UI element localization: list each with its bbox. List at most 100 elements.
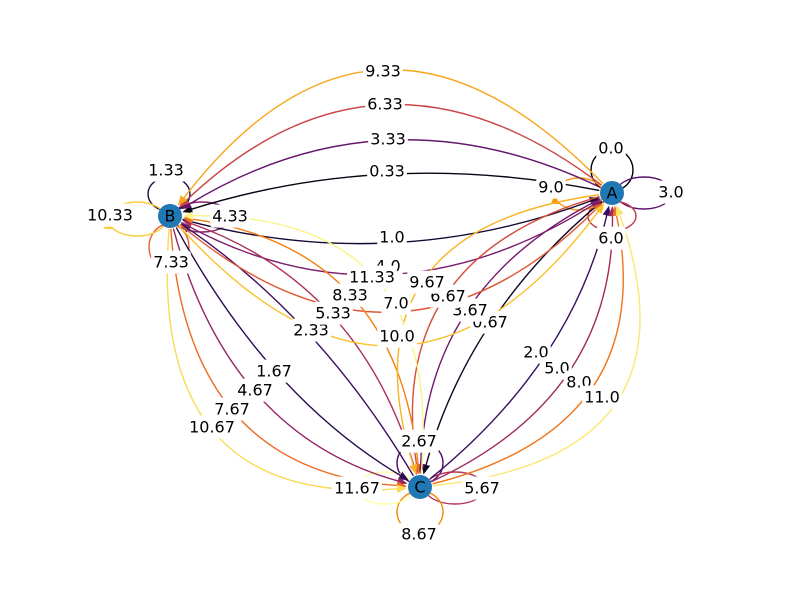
edge-label-bbox	[367, 159, 407, 183]
edge-label-group: 3.33	[368, 127, 408, 151]
edge-label-bbox	[365, 92, 405, 116]
edge-weight-label-9.33: 9.33	[365, 62, 401, 81]
edge-weight-label-9.0: 9.0	[538, 178, 563, 197]
edge-label-bbox	[313, 301, 353, 325]
edge-weight-label-10.67: 10.67	[189, 418, 235, 437]
edge-label-bbox	[363, 59, 403, 83]
edge-arrowhead	[398, 471, 409, 481]
edge-label-group: 9.33	[363, 59, 403, 83]
edge-weight-label-6.0: 6.0	[598, 229, 623, 248]
self-loop-arrowhead	[550, 194, 560, 204]
edge-weight-label-8.67: 8.67	[401, 525, 437, 544]
edge-weight-label-4.33: 4.33	[212, 207, 248, 226]
edge-label-group: 9.67	[407, 270, 447, 294]
edge-weight-label-2.0: 2.0	[523, 343, 548, 362]
edge-label-bbox	[146, 158, 186, 182]
edge-arrowhead	[590, 199, 602, 209]
edge-arrowhead	[422, 463, 431, 475]
edge-weight-label-0.0: 0.0	[598, 139, 623, 158]
edge-label-bbox	[377, 324, 417, 348]
edge-label-bbox	[332, 476, 382, 500]
edge-label-bbox	[368, 127, 408, 151]
edge-weight-label-10.33: 10.33	[87, 206, 133, 225]
edge-label-group: 0.33	[367, 159, 407, 183]
edge-weight-label-11.33: 11.33	[349, 268, 395, 287]
edge-weight-label-9.67: 9.67	[409, 273, 445, 292]
edge-label-group: 1.67	[254, 359, 294, 383]
edge-weight-label-3.0: 3.0	[658, 183, 683, 202]
node-label-B: B	[165, 207, 176, 226]
edge-weight-label-3.33: 3.33	[370, 130, 406, 149]
edge-label-group: 0.0	[596, 136, 626, 160]
edge-weight-label-5.33: 5.33	[315, 304, 351, 323]
edge-label-group: 7.0	[381, 291, 411, 315]
edge-label-bbox	[330, 283, 370, 307]
edge-label-bbox	[85, 203, 135, 227]
edge-label-bbox	[399, 429, 439, 453]
edge-label-group: 4.67	[235, 378, 275, 402]
edge-label-bbox	[536, 175, 566, 199]
edge-label-bbox	[151, 250, 191, 274]
edge-weight-label-2.33: 2.33	[293, 321, 329, 340]
edge-label-bbox	[377, 225, 407, 249]
edge-weight-label-8.33: 8.33	[332, 286, 368, 305]
edge-arrowhead	[615, 205, 624, 217]
edge-arrowhead	[179, 197, 190, 208]
edge-label-bbox	[582, 385, 622, 409]
edge-label-group: 5.33	[313, 301, 353, 325]
edge-label-group: 1.0	[377, 225, 407, 249]
edge-label-group: 2.67	[399, 429, 439, 453]
edge-arrowhead	[602, 205, 611, 217]
edge-label-group: 8.67	[399, 522, 439, 546]
edge-label-group: 3.0	[656, 180, 686, 204]
edge-label-group: 1.33	[146, 158, 186, 182]
edge-arrowhead	[396, 484, 408, 494]
graph-node-A	[600, 181, 624, 205]
edge-arrowhead	[181, 200, 192, 210]
edge-weight-label-10.0: 10.0	[379, 327, 415, 346]
edge-label-group: 11.0	[582, 385, 622, 409]
edge-label-bbox	[347, 265, 397, 289]
edge-label-bbox	[235, 378, 275, 402]
edge-label-group: 10.0	[377, 324, 417, 348]
edge-arrowhead	[594, 203, 605, 214]
edge-arrowhead	[177, 195, 188, 206]
edge-label-group: 10.67	[187, 415, 237, 439]
edge-weight-label-7.0: 7.0	[383, 294, 408, 313]
edge-label-group: 10.33	[85, 203, 135, 227]
edge-label-group: 11.33	[347, 265, 397, 289]
edge-weight-label-4.67: 4.67	[237, 381, 273, 400]
graph-node-B	[158, 204, 182, 228]
edge-weight-label-0.33: 0.33	[369, 162, 405, 181]
edge-label-group: 11.67	[332, 476, 382, 500]
edge-label-group: 9.0	[536, 175, 566, 199]
node-label-C: C	[414, 478, 425, 497]
edge-label-bbox	[187, 415, 237, 439]
edge-weight-label-1.33: 1.33	[148, 161, 184, 180]
edge-label-bbox	[656, 180, 686, 204]
edge-weight-label-7.67: 7.67	[214, 400, 250, 419]
edge-label-bbox	[381, 291, 411, 315]
edge-weight-label-5.0: 5.0	[544, 359, 569, 378]
edge-label-group: 6.33	[365, 92, 405, 116]
edge-weight-label-1.67: 1.67	[256, 362, 292, 381]
edge-label-group: 8.33	[330, 283, 370, 307]
edge-label-bbox	[212, 397, 252, 421]
edge-label-bbox	[462, 476, 502, 500]
edge-label-group: 7.33	[151, 250, 191, 274]
node-label-A: A	[607, 184, 618, 203]
edge-arrowhead	[409, 463, 418, 475]
edge-label-group: 4.33	[210, 204, 250, 228]
edge-A-C-3.67	[419, 198, 601, 467]
edge-weight-label-11.0: 11.0	[584, 388, 620, 407]
edge-label-group: 7.67	[212, 397, 252, 421]
edge-label-bbox	[407, 270, 447, 294]
edge-label-group: 6.0	[596, 226, 626, 250]
edge-label-bbox	[596, 136, 626, 160]
edge-weight-label-6.33: 6.33	[367, 95, 403, 114]
graph-node-C	[408, 475, 432, 499]
edge-label-group: 5.67	[462, 476, 502, 500]
edge-weight-label-1.0: 1.0	[379, 228, 404, 247]
